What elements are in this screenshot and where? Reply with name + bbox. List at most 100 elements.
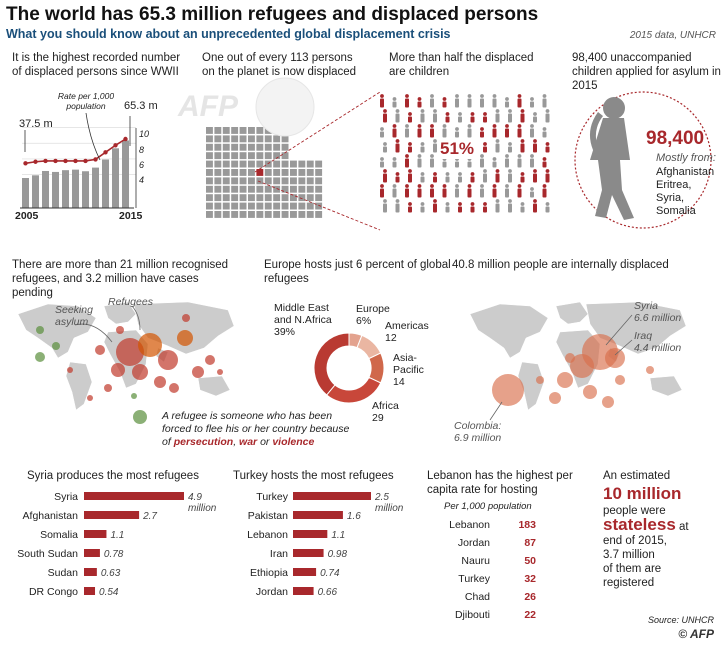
watermark: AFP xyxy=(178,90,238,123)
rate-point xyxy=(83,158,88,164)
person-icon xyxy=(495,109,500,113)
person-body xyxy=(417,101,422,108)
idp-bubble xyxy=(492,374,524,406)
person-body xyxy=(467,188,472,198)
person-icon xyxy=(458,112,462,116)
grid-square xyxy=(239,202,247,210)
refugee-bubble xyxy=(192,366,204,378)
grid-square xyxy=(306,177,314,185)
grid-square xyxy=(206,135,213,143)
person-body xyxy=(433,113,437,123)
person-icon xyxy=(480,94,484,98)
stateless-block: An estimated 10 million people were stat… xyxy=(603,470,689,589)
person-icon xyxy=(542,94,547,98)
one-in-text: One out of every 113 persons on the plan… xyxy=(202,52,357,78)
person-icon xyxy=(520,139,525,143)
grid-square xyxy=(214,211,222,218)
grid-square xyxy=(264,177,272,185)
rate-point xyxy=(53,158,58,164)
bar xyxy=(84,549,100,557)
bar xyxy=(84,530,107,538)
refugee-bubble xyxy=(131,393,137,399)
refugee-bubble xyxy=(133,410,147,424)
bar xyxy=(84,511,140,519)
refugee-bubble xyxy=(35,352,45,362)
person-body xyxy=(395,113,400,123)
person-body xyxy=(520,143,525,153)
syria-leader xyxy=(605,314,633,346)
grid-square xyxy=(222,160,230,168)
person-body xyxy=(383,203,387,213)
grid-square xyxy=(256,202,264,210)
person-body xyxy=(483,206,487,213)
person-body xyxy=(445,176,450,183)
refugee-bubble xyxy=(95,345,105,355)
person-icon xyxy=(430,94,434,98)
person-icon xyxy=(483,142,487,146)
person-body xyxy=(420,146,425,153)
unaccompanied-text: 98,400 unaccompanied children applied fo… xyxy=(572,52,721,92)
bar-category-label: Somalia xyxy=(40,529,78,541)
person-body xyxy=(442,101,447,108)
person-body xyxy=(533,143,537,153)
table-country: Jordan xyxy=(457,537,490,549)
person-body xyxy=(442,161,447,168)
page-title: The world has 65.3 million refugees and … xyxy=(6,4,539,25)
person-body xyxy=(533,116,537,123)
person-body xyxy=(380,161,384,168)
grid-square xyxy=(315,169,323,176)
grid-square xyxy=(273,202,281,210)
person-icon xyxy=(405,124,409,128)
person-body xyxy=(520,113,525,123)
bar-value-label: 0.74 xyxy=(320,568,340,579)
person-icon xyxy=(392,124,397,128)
person-body xyxy=(420,176,425,183)
person-icon xyxy=(395,172,400,176)
grid-square xyxy=(231,211,239,218)
person-icon xyxy=(442,97,447,101)
person-icon xyxy=(380,157,384,161)
grid-square xyxy=(315,185,323,193)
person-body xyxy=(458,206,462,213)
person-icon xyxy=(495,139,500,143)
person-body xyxy=(408,173,412,183)
person-body xyxy=(505,101,509,108)
record-bar xyxy=(102,159,109,208)
rate-point xyxy=(123,136,128,142)
person-body xyxy=(517,98,522,108)
grid-square xyxy=(222,169,230,176)
person-icon xyxy=(420,202,425,206)
person-body xyxy=(420,206,425,213)
refugee-bubble xyxy=(154,376,166,388)
grid-square xyxy=(298,185,306,193)
person-body xyxy=(405,128,409,138)
refugee-bubble xyxy=(111,363,125,377)
person-icon xyxy=(508,199,512,203)
grid-square xyxy=(290,185,297,193)
person-icon xyxy=(470,172,475,176)
person-icon xyxy=(542,184,547,188)
refugee-bubble xyxy=(87,395,93,401)
person-body xyxy=(395,143,400,153)
person-body xyxy=(530,191,534,198)
grid-square xyxy=(231,169,239,176)
refugee-bubble xyxy=(138,333,162,357)
grid-square xyxy=(290,211,297,218)
refugee-bubble xyxy=(104,384,112,392)
person-body xyxy=(433,143,437,153)
grid-square xyxy=(273,152,281,160)
person-body xyxy=(483,146,487,153)
person-body xyxy=(520,176,525,183)
grid-square xyxy=(222,177,230,185)
grid-square xyxy=(256,152,264,160)
person-icon xyxy=(417,154,422,158)
person-icon xyxy=(483,169,487,173)
person-body xyxy=(470,116,475,123)
person-body xyxy=(545,146,550,153)
data-source-note: 2015 data, UNHCR xyxy=(629,30,716,41)
person-icon xyxy=(383,142,387,146)
grid-square xyxy=(206,194,213,202)
person-icon xyxy=(392,184,397,188)
person-icon xyxy=(455,127,459,131)
